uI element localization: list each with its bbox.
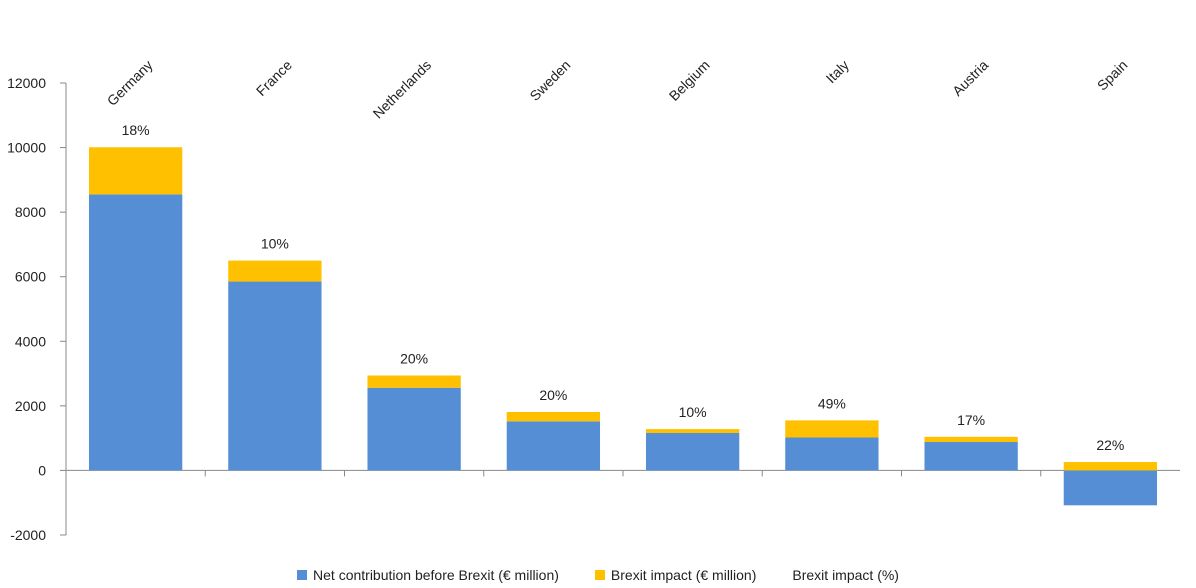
legend-item-net: Net contribution before Brexit (€ millio… xyxy=(297,567,559,583)
y-tick-label: 0 xyxy=(38,462,46,478)
y-tick-label: 12000 xyxy=(7,75,46,91)
bar-net-netherlands xyxy=(367,387,461,471)
y-tick-label: 10000 xyxy=(7,140,46,156)
category-label-italy: Italy xyxy=(823,57,852,86)
pct-label-germany: 18% xyxy=(122,122,150,138)
bar-impact-netherlands xyxy=(367,375,461,388)
pct-label-sweden: 20% xyxy=(539,387,567,403)
y-tick-label: 8000 xyxy=(15,204,46,220)
legend-label-net: Net contribution before Brexit (€ millio… xyxy=(313,567,559,583)
legend-item-pct: Brexit impact (%) xyxy=(792,567,899,583)
category-label-spain: Spain xyxy=(1094,57,1131,94)
legend-label-pct: Brexit impact (%) xyxy=(792,567,899,583)
bar-impact-austria xyxy=(924,436,1018,443)
pct-label-france: 10% xyxy=(261,236,289,252)
pct-label-spain: 22% xyxy=(1096,437,1124,453)
pct-label-italy: 49% xyxy=(818,395,846,411)
bar-net-france xyxy=(228,281,322,471)
y-tick-label: 2000 xyxy=(15,398,46,414)
bar-impact-germany xyxy=(88,147,183,195)
legend-item-impact: Brexit impact (€ million) xyxy=(594,567,757,583)
y-tick-label: 4000 xyxy=(15,333,46,349)
category-label-austria: Austria xyxy=(949,57,991,99)
bar-net-austria xyxy=(924,442,1018,471)
bar-impact-belgium xyxy=(645,429,740,433)
pct-label-austria: 17% xyxy=(957,412,985,428)
y-tick-label: 6000 xyxy=(15,269,46,285)
bar-impact-sweden xyxy=(506,411,601,422)
legend-label-impact: Brexit impact (€ million) xyxy=(610,567,757,583)
axes: 12000 10000 8000 6000 4000 2000 0 -2000 xyxy=(7,75,1180,543)
bar-impact-france xyxy=(228,260,322,282)
legend-swatch-net xyxy=(297,570,308,580)
bar-net-germany xyxy=(88,194,183,471)
bar-impact-italy xyxy=(785,420,879,438)
category-label-netherlands: Netherlands xyxy=(370,57,435,122)
bar-net-italy xyxy=(785,437,879,471)
category-label-germany: Germany xyxy=(104,57,156,109)
y-tick-label: -2000 xyxy=(10,527,46,543)
legend-swatch-impact xyxy=(594,570,605,580)
bar-net-spain xyxy=(1063,470,1158,506)
bars xyxy=(88,147,1158,506)
pct-label-netherlands: 20% xyxy=(400,351,428,367)
bar-impact-spain xyxy=(1063,462,1158,471)
pct-label-belgium: 10% xyxy=(679,404,707,420)
category-label-belgium: Belgium xyxy=(666,57,713,104)
category-label-france: France xyxy=(253,57,295,99)
bar-net-sweden xyxy=(506,421,601,471)
category-label-sweden: Sweden xyxy=(526,57,573,104)
bar-net-belgium xyxy=(645,432,740,471)
legend: Net contribution before Brexit (€ millio… xyxy=(0,565,1196,585)
